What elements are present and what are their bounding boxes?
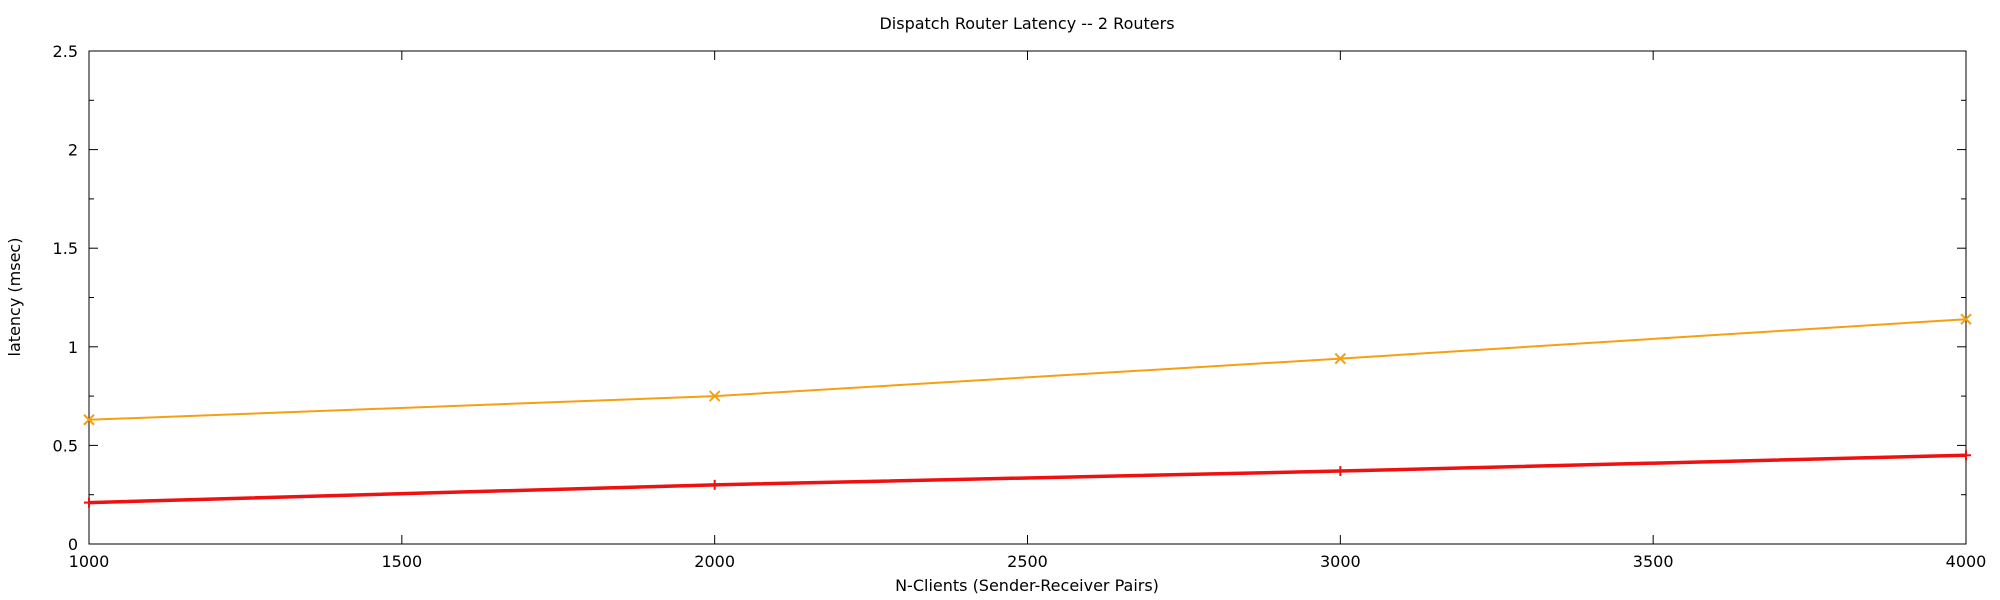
x-tick-label: 1000 (69, 552, 110, 571)
x-axis-label: N-Clients (Sender-Receiver Pairs) (895, 576, 1159, 595)
y-tick-label: 2 (68, 141, 78, 160)
series-line (88, 318, 1967, 421)
data-point (709, 479, 720, 490)
x-tick-label: 4000 (1946, 552, 1987, 571)
y-tick-label: 2.5 (53, 42, 78, 61)
y-axis: 0 0.5 1 1.5 2 2.5 (53, 42, 1966, 554)
marker-stroke (83, 414, 95, 426)
x-tick-label: 1500 (381, 552, 422, 571)
marker-stroke (1960, 313, 1972, 325)
y-tick-label: 1.5 (53, 239, 78, 258)
x-tick-label: 3500 (1633, 552, 1674, 571)
data-point (83, 414, 95, 426)
x-tick-label: 2500 (1007, 552, 1048, 571)
y-tick-label: 0 (68, 535, 78, 554)
data-point (1334, 352, 1347, 365)
series-layer (83, 313, 1972, 508)
chart-title: Dispatch Router Latency -- 2 Routers (879, 14, 1174, 33)
data-point (708, 390, 721, 402)
series-line (88, 453, 1967, 505)
data-point (1960, 313, 1972, 325)
marker-stroke (1334, 352, 1347, 365)
data-point (1335, 466, 1346, 477)
x-tick-label: 2000 (694, 552, 735, 571)
y-tick-label: 0.5 (53, 436, 78, 455)
series-2 (84, 450, 1971, 508)
marker-stroke (708, 390, 721, 402)
y-tick-label: 1 (68, 338, 78, 357)
data-point (84, 497, 94, 508)
series-1 (83, 313, 1972, 426)
x-axis: 1000 1500 2000 2500 3000 3500 4000 (69, 51, 1987, 571)
x-tick-label: 3000 (1320, 552, 1361, 571)
data-point (1961, 450, 1971, 461)
y-axis-label: latency (msec) (5, 238, 24, 357)
